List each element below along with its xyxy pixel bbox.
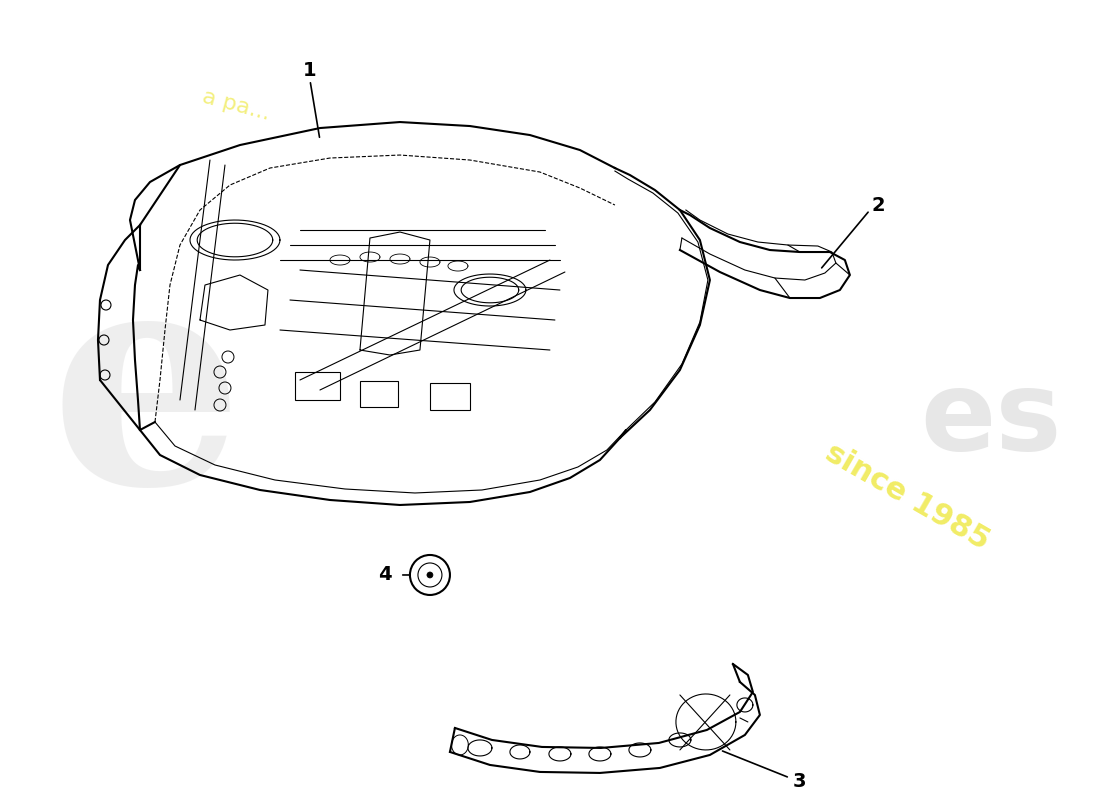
Text: a pa...: a pa... [200,86,273,124]
Bar [360,381,398,407]
Text: 2: 2 [871,195,884,214]
Text: es: es [920,366,1062,474]
Text: 1: 1 [304,61,317,79]
Text: 3: 3 [793,773,806,791]
Text: e: e [50,252,244,548]
Text: since 1985: since 1985 [820,438,994,556]
Circle shape [427,572,433,578]
Bar [295,372,340,400]
Bar [430,383,470,410]
Text: 4: 4 [378,566,392,585]
